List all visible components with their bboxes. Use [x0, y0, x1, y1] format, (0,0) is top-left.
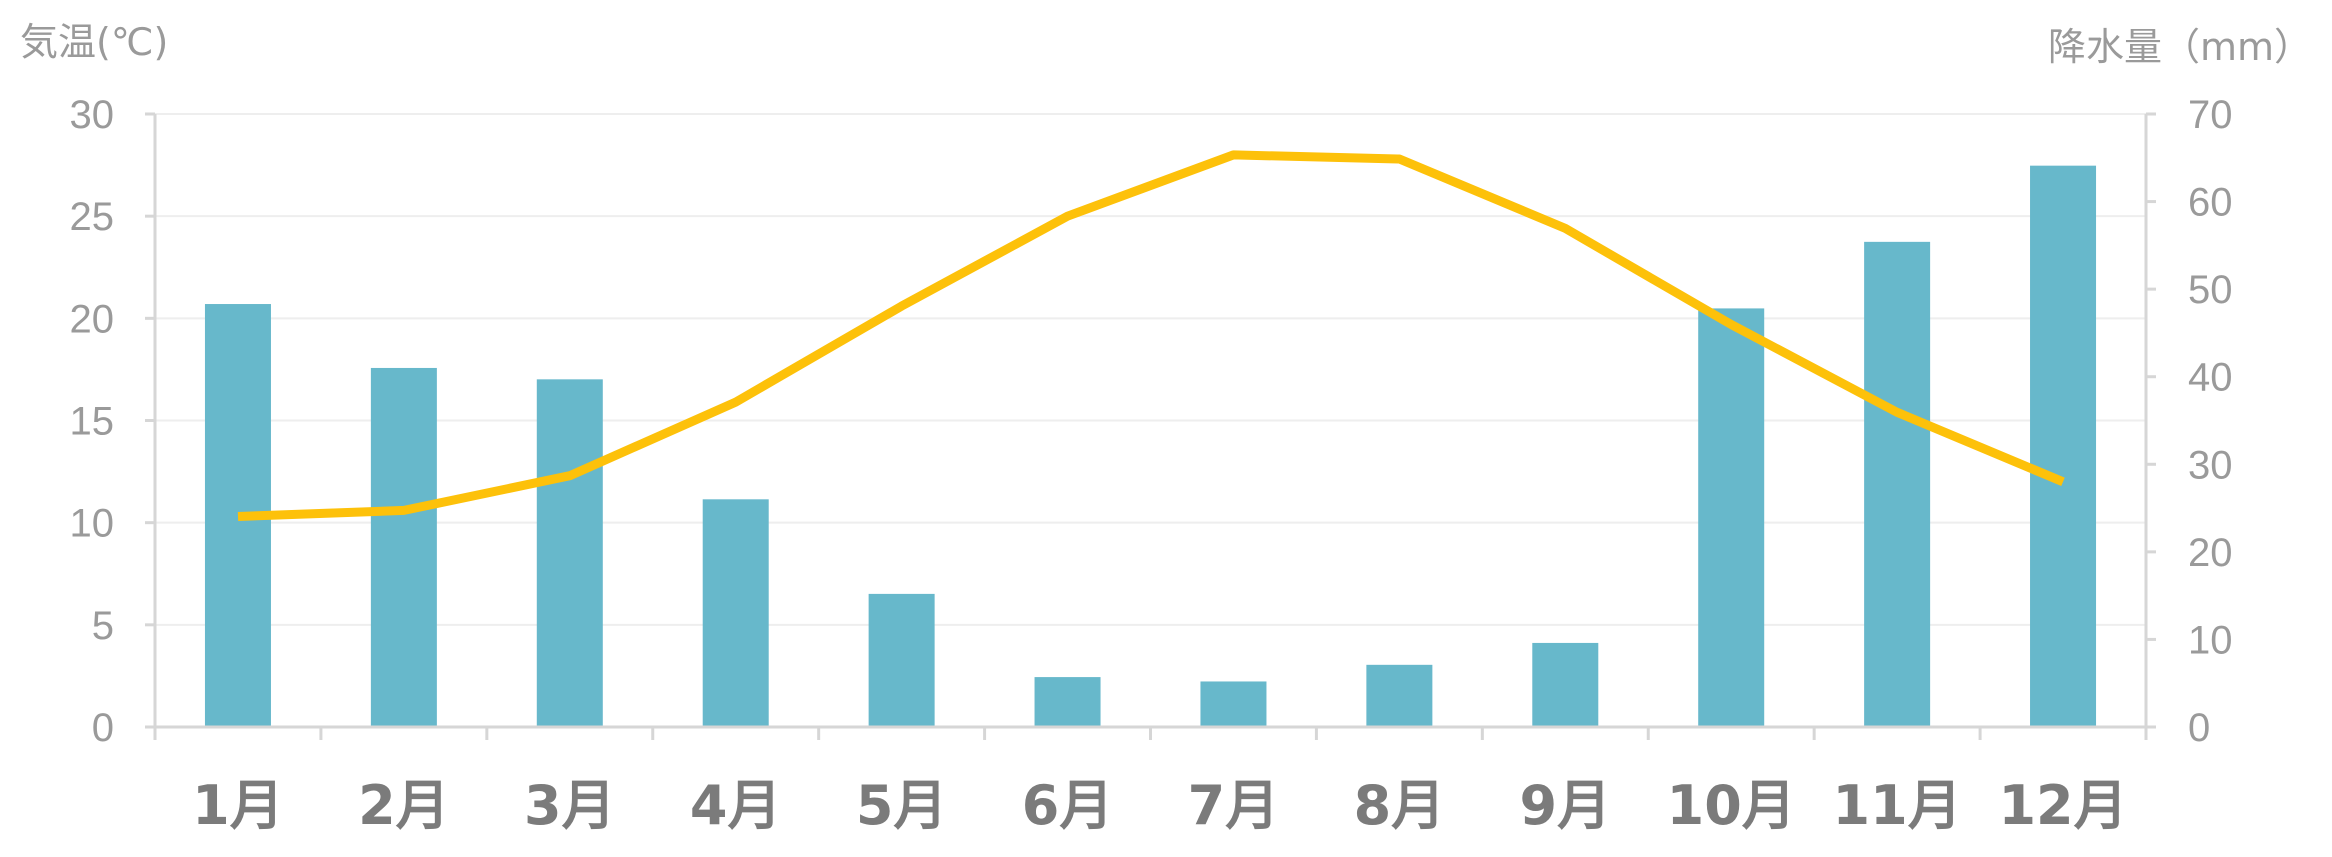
right-axis-label: 降水量（mm） — [2048, 25, 2312, 69]
right-tick-label: 10 — [2188, 618, 2233, 662]
bar-7 — [1200, 681, 1267, 727]
right-tick-label: 20 — [2188, 531, 2233, 575]
tick-labels: 0 5 10 15 20 25 30 0 10 20 30 40 50 60 70 1月 2月 3月 4月 5月 6月 7… — [70, 93, 2233, 837]
x-tick-label: 2月 — [358, 774, 450, 837]
left-tick-label: 0 — [92, 706, 114, 750]
bar-2 — [370, 367, 437, 727]
temperature-line — [237, 150, 2065, 521]
temperature-series-line — [237, 150, 2065, 521]
bar-11 — [1864, 241, 1931, 727]
left-tick-label: 5 — [92, 604, 114, 648]
left-tick-label: 10 — [70, 502, 115, 546]
left-tick-label: 15 — [70, 400, 115, 444]
x-tick-label: 9月 — [1520, 774, 1612, 837]
bar-8 — [1366, 664, 1433, 727]
x-tick-label: 4月 — [690, 774, 782, 837]
bar-4 — [702, 499, 769, 727]
bar-5 — [868, 593, 935, 727]
x-tick-label: 10月 — [1667, 774, 1796, 837]
right-tick-label: 50 — [2188, 268, 2233, 312]
left-axis-label: 気温(℃) — [20, 20, 168, 64]
bar-3 — [536, 379, 603, 727]
x-tick-label: 3月 — [524, 774, 616, 837]
x-tick-label: 7月 — [1188, 774, 1280, 837]
left-tick-label: 30 — [70, 93, 115, 137]
gridlines — [155, 113, 2146, 626]
x-tick-label: 11月 — [1833, 774, 1962, 837]
x-tick-label: 5月 — [856, 774, 948, 837]
bar-9 — [1532, 642, 1599, 727]
right-tick-label: 30 — [2188, 443, 2233, 487]
right-tick-label: 60 — [2188, 181, 2233, 225]
left-tick-label: 25 — [70, 195, 115, 239]
x-tick-label: 12月 — [1998, 774, 2127, 837]
x-tick-label: 8月 — [1354, 774, 1446, 837]
axes — [145, 112, 2156, 740]
right-tick-label: 0 — [2188, 706, 2210, 750]
bar-10 — [1698, 308, 1765, 727]
right-tick-label: 70 — [2188, 93, 2233, 137]
bar-12 — [2030, 165, 2097, 728]
precipitation-bars — [204, 165, 2097, 728]
right-tick-label: 40 — [2188, 356, 2233, 400]
x-tick-label: 1月 — [192, 774, 284, 837]
x-tick-label: 6月 — [1022, 774, 1114, 837]
bar-6 — [1034, 677, 1101, 727]
left-tick-label: 20 — [70, 297, 115, 341]
